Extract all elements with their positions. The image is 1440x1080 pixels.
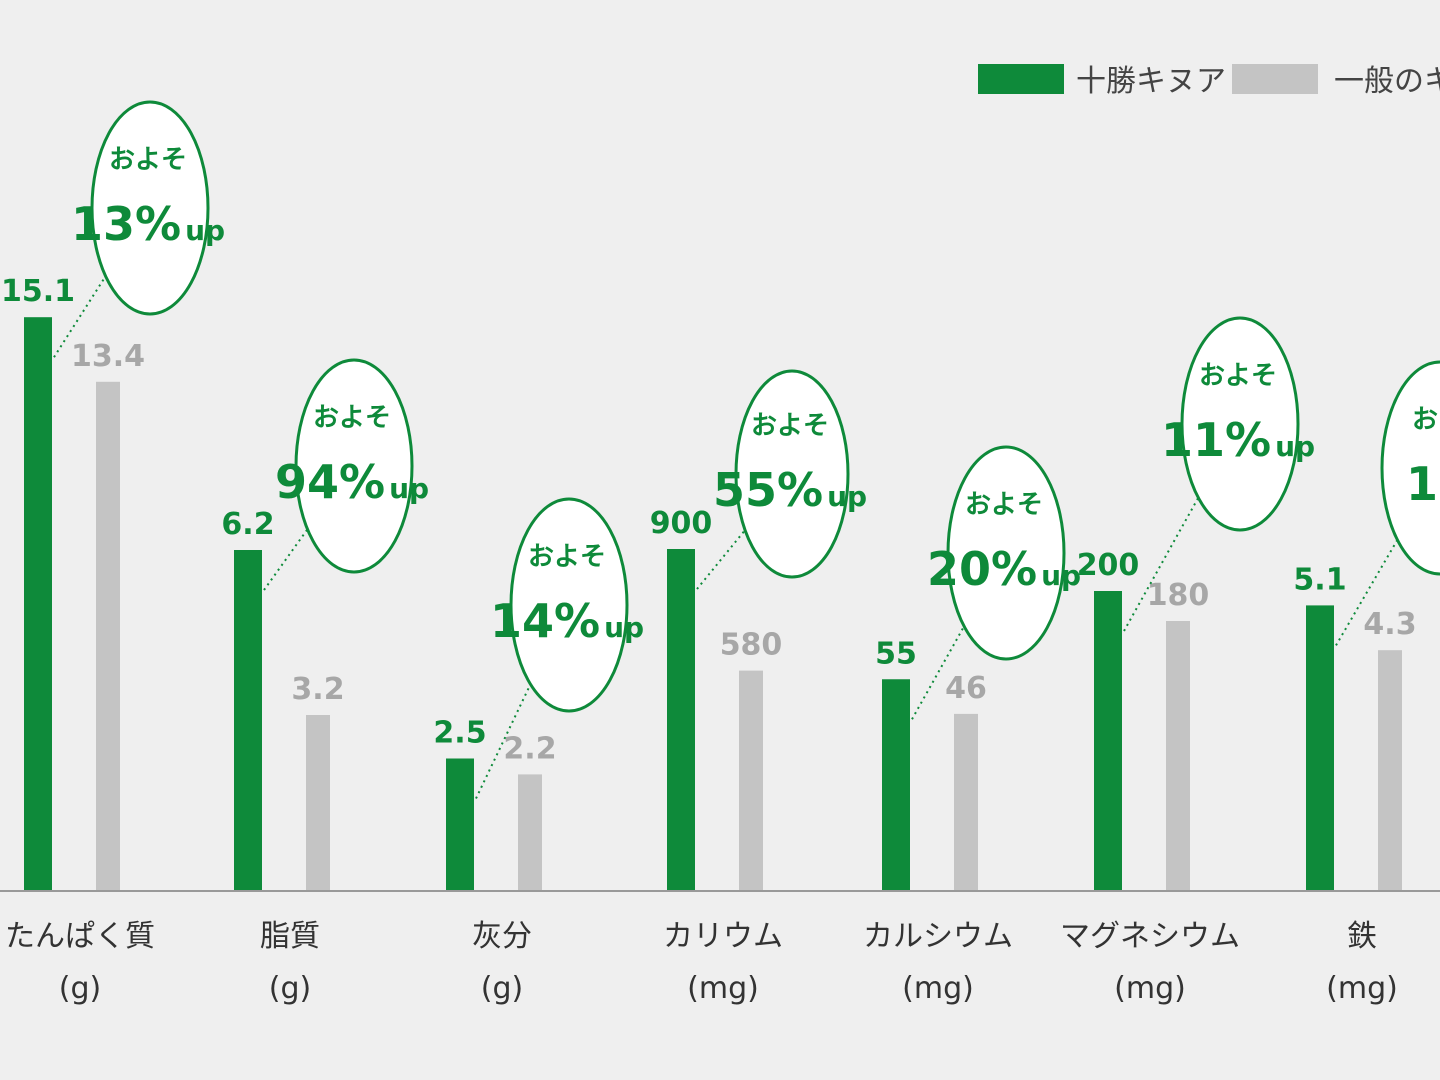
value-label-general-0: 13.4 (71, 339, 145, 374)
unit-label-3: (mg) (687, 971, 759, 1006)
bubble-value-0: 13% up (71, 197, 225, 251)
value-label-tokachi-3: 900 (650, 506, 713, 541)
bubble-value-3: 55% up (713, 463, 867, 517)
increase-bubble-4 (946, 445, 1066, 661)
value-label-tokachi-4: 55 (875, 636, 917, 671)
bar-tokachi-4 (882, 679, 910, 891)
value-label-general-6: 4.3 (1363, 607, 1416, 642)
category-label-4: カルシウム (863, 919, 1013, 954)
bar-general-0 (96, 381, 120, 891)
legend-label-tokachi: 十勝キヌア (1076, 64, 1226, 99)
bubble-prefix-0: およそ (109, 145, 187, 175)
unit-label-1: (g) (269, 971, 311, 1006)
legend-swatch-general (1232, 64, 1318, 94)
value-label-tokachi-0: 15.1 (1, 274, 75, 309)
bar-general-5 (1166, 621, 1190, 891)
bubble-value-6: 19 (1406, 457, 1440, 511)
category-label-5: マグネシウム (1060, 919, 1240, 954)
legend-label-general: 一般のキヌ (1334, 64, 1440, 99)
bar-tokachi-2 (446, 758, 474, 891)
unit-label-6: (mg) (1326, 971, 1398, 1006)
value-label-general-1: 3.2 (291, 672, 344, 707)
value-label-tokachi-1: 6.2 (221, 507, 274, 542)
legend-swatch-tokachi (978, 64, 1064, 94)
bubble-value-5: 11% up (1161, 413, 1315, 467)
unit-label-0: (g) (59, 971, 101, 1006)
bubble-leader-6 (1335, 517, 1412, 646)
bubble-percent-5: 11% (1161, 413, 1271, 467)
value-label-general-3: 580 (720, 628, 783, 663)
bubble-up-4: up (1041, 559, 1081, 592)
bubble-up-0: up (185, 214, 225, 247)
bar-tokachi-3 (667, 549, 695, 891)
bubble-up-1: up (389, 472, 429, 505)
value-label-tokachi-2: 2.5 (433, 716, 486, 751)
bubble-percent-1: 94% (275, 455, 385, 509)
category-label-0: たんぱく質 (5, 919, 155, 954)
bubble-prefix-4: およそ (965, 490, 1043, 520)
increase-bubble-5 (1180, 316, 1300, 532)
bubble-percent-4: 20% (927, 542, 1037, 596)
bar-tokachi-1 (234, 550, 262, 891)
value-label-general-5: 180 (1147, 578, 1210, 613)
legend: 十勝キヌア 一般のキヌ (978, 64, 1440, 99)
bar-general-2 (518, 774, 542, 891)
bubble-percent-2: 14% (490, 594, 600, 648)
bar-general-6 (1378, 650, 1402, 891)
increase-bubble-3 (734, 369, 850, 579)
category-label-3: カリウム (663, 919, 783, 954)
bubble-value-2: 14% up (490, 594, 644, 648)
value-label-tokachi-5: 200 (1077, 548, 1140, 583)
value-label-general-4: 46 (945, 671, 987, 706)
increase-bubble-0 (90, 100, 210, 316)
bubble-leader-4 (911, 602, 978, 720)
bubble-prefix-3: およそ (751, 411, 829, 441)
increase-bubble-1 (294, 358, 414, 574)
bubble-leader-2 (475, 656, 545, 799)
bubble-percent-6: 19 (1406, 457, 1440, 511)
bar-general-3 (739, 670, 763, 891)
bar-tokachi-6 (1306, 605, 1334, 891)
unit-label-2: (g) (481, 971, 523, 1006)
bubble-prefix-1: およそ (313, 403, 391, 433)
value-label-tokachi-6: 5.1 (1293, 562, 1346, 597)
category-label-6: 鉄 (1347, 919, 1377, 954)
bubble-leader-0 (53, 255, 120, 358)
bubble-value-4: 20% up (927, 542, 1081, 596)
bubble-prefix-2: およそ (528, 542, 606, 572)
category-label-2: 灰分 (472, 919, 532, 954)
bubble-up-3: up (827, 480, 867, 513)
bar-general-4 (954, 713, 978, 891)
bar-tokachi-5 (1094, 591, 1122, 891)
unit-label-4: (mg) (902, 971, 974, 1006)
bubble-percent-3: 55% (713, 463, 823, 517)
increase-bubble-6 (1380, 360, 1440, 576)
increase-bubble-2 (509, 497, 629, 713)
bubble-prefix-6: およ (1412, 405, 1440, 435)
bar-general-1 (306, 715, 330, 891)
bubble-prefix-5: およそ (1199, 361, 1277, 391)
bar-tokachi-0 (24, 317, 52, 891)
category-label-1: 脂質 (260, 919, 320, 954)
bubble-up-2: up (604, 611, 644, 644)
bubble-percent-0: 13% (71, 197, 181, 251)
value-label-general-2: 2.2 (503, 731, 556, 766)
bubble-value-1: 94% up (275, 455, 429, 509)
bubble-up-5: up (1275, 430, 1315, 463)
unit-label-5: (mg) (1114, 971, 1186, 1006)
